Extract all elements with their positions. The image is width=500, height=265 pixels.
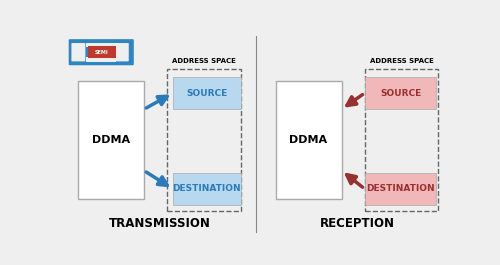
Text: DESTINATION: DESTINATION xyxy=(366,184,435,193)
Bar xyxy=(365,77,436,109)
FancyBboxPatch shape xyxy=(115,43,129,61)
Text: TRANSMISSION: TRANSMISSION xyxy=(108,217,210,230)
Bar xyxy=(173,77,241,109)
Bar xyxy=(365,173,436,205)
Text: SEMI: SEMI xyxy=(95,50,108,55)
Text: ADDRESS SPACE: ADDRESS SPACE xyxy=(370,59,434,64)
Text: DDMA: DDMA xyxy=(290,135,328,145)
Bar xyxy=(86,57,116,61)
Bar xyxy=(86,43,116,47)
FancyBboxPatch shape xyxy=(68,39,134,65)
Text: DESTINATION: DESTINATION xyxy=(172,184,241,193)
FancyBboxPatch shape xyxy=(72,43,86,61)
Text: DDMA: DDMA xyxy=(92,135,130,145)
Bar xyxy=(88,46,116,58)
Bar xyxy=(276,81,342,199)
Bar xyxy=(78,81,144,199)
Bar xyxy=(167,69,241,211)
Text: ADDRESS SPACE: ADDRESS SPACE xyxy=(172,59,236,64)
Text: SOURCE: SOURCE xyxy=(380,89,421,98)
Bar xyxy=(173,173,241,205)
Text: SOURCE: SOURCE xyxy=(186,89,228,98)
Bar xyxy=(365,69,438,211)
Text: RECEPTION: RECEPTION xyxy=(320,217,394,230)
